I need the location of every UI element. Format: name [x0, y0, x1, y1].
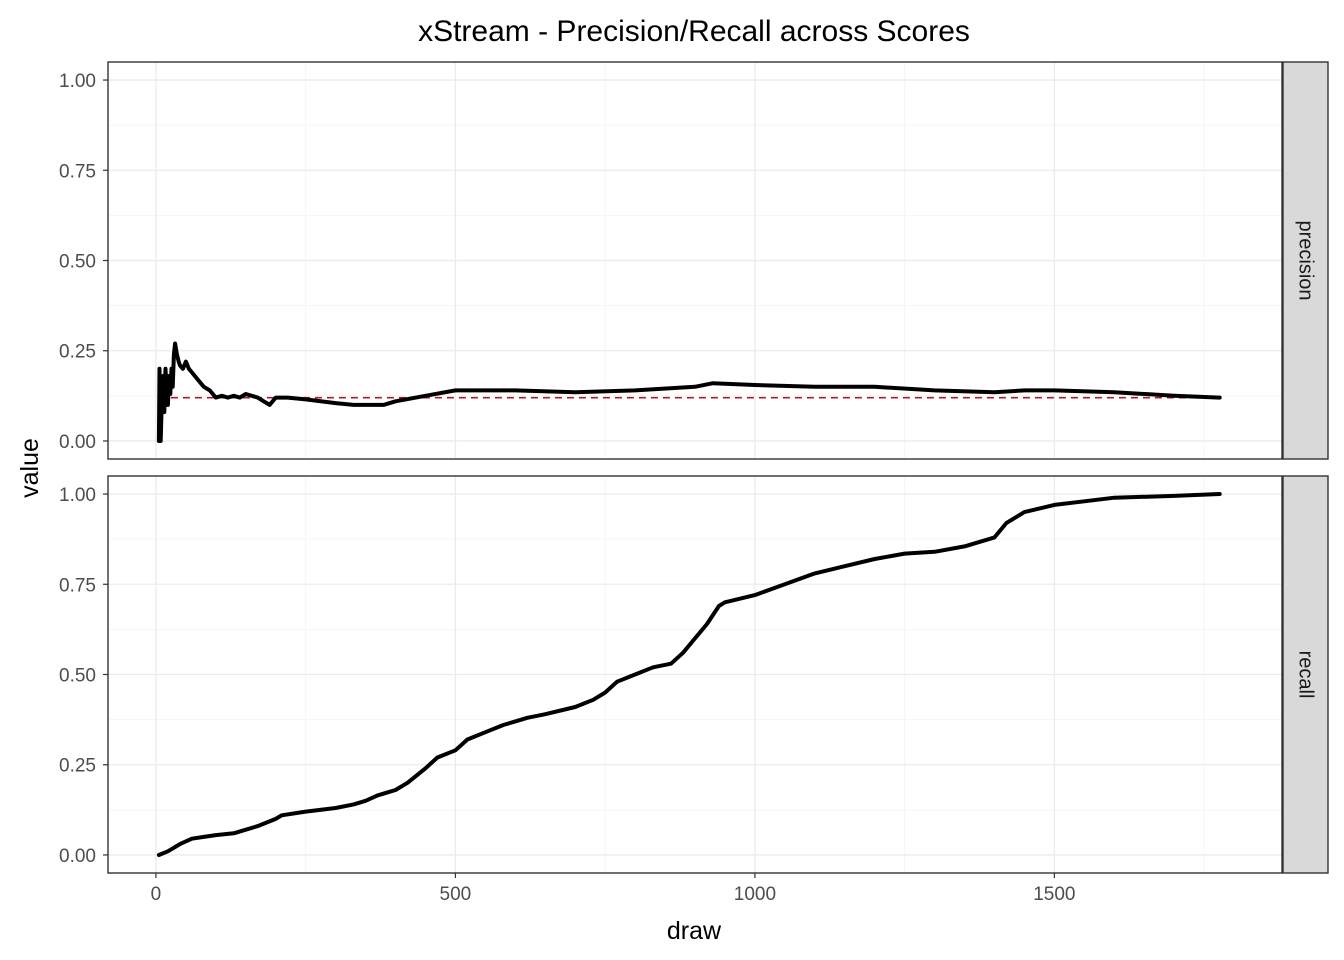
facet-strip — [1282, 61, 1329, 460]
y-tick-label: 0.25 — [59, 342, 96, 363]
y-tick-label: 1.00 — [59, 485, 96, 506]
y-axis-title: value — [16, 438, 44, 498]
recall-line — [156, 492, 1222, 857]
y-tick-label: 1.00 — [59, 71, 96, 92]
y-tick-label: 0.00 — [59, 432, 96, 453]
precision-line — [156, 341, 1222, 443]
panel-recall: 0.00 0.25 0.50 0.75 1.00 recall — [59, 475, 1329, 874]
y-tick-label: 0.75 — [59, 161, 96, 182]
panel-precision: 0.00 0.25 0.50 0.75 1.00 precision — [59, 61, 1329, 460]
x-tick-label: 1000 — [734, 884, 776, 905]
facet-strip-label: recall — [1295, 651, 1317, 699]
y-tick-label: 0.00 — [59, 846, 96, 867]
x-axis-title: draw — [667, 917, 722, 945]
x-tick-label: 500 — [440, 884, 472, 905]
y-tick-label: 0.25 — [59, 756, 96, 777]
x-tick-label: 0 — [151, 884, 162, 905]
chart-title: xStream - Precision/Recall across Scores — [418, 15, 970, 48]
y-tick-label: 0.75 — [59, 575, 96, 596]
facet-strip-label: precision — [1295, 220, 1317, 300]
y-tick-label: 0.50 — [59, 252, 96, 273]
facet-strip — [1282, 475, 1329, 874]
x-tick-label: 1500 — [1033, 884, 1075, 905]
y-tick-label: 0.50 — [59, 666, 96, 687]
